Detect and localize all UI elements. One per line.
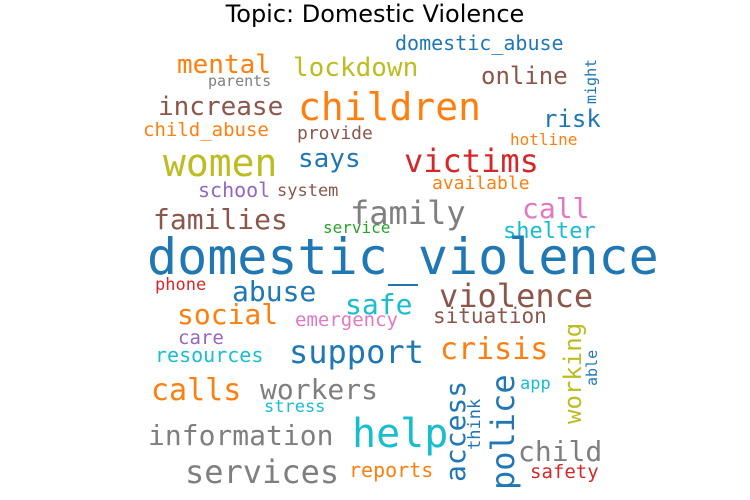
word-parents: parents (208, 72, 272, 90)
word-domestic-violence: domestic_violence (147, 228, 659, 286)
word-child: child (518, 435, 603, 468)
word-phone: phone (155, 275, 207, 295)
word-family: family (350, 194, 466, 232)
word-might: might (582, 58, 600, 104)
word-reports: reports (349, 458, 434, 482)
word-school: school (198, 178, 271, 202)
word-victims: victims (404, 142, 539, 180)
word-police: police (484, 374, 522, 490)
word-hotline: hotline (510, 130, 578, 149)
word-crisis: crisis (440, 332, 549, 367)
word-families: families (153, 203, 288, 236)
word-abuse: abuse (232, 275, 317, 308)
word-resources: resources (155, 343, 264, 367)
word-care: care (178, 327, 224, 349)
word-app: app (520, 374, 551, 394)
word-shelter: shelter (503, 219, 596, 244)
word-safe: safe (345, 288, 413, 321)
word-online: online (481, 62, 568, 90)
word-system: system (277, 181, 339, 201)
word-emergency: emergency (295, 309, 398, 331)
word-safety: safety (530, 461, 599, 483)
word-increase: increase (158, 92, 284, 122)
word-mental: mental (177, 50, 271, 80)
word-services: services (185, 453, 340, 491)
word-social: social (177, 298, 279, 331)
word-think: think (465, 398, 485, 450)
word-violence: violence (439, 277, 594, 315)
word-able: able (583, 349, 601, 386)
word-lockdown: lockdown (293, 53, 419, 83)
word-stress: stress (264, 397, 326, 417)
word-risk: risk (543, 105, 601, 133)
word-service: service (323, 218, 391, 237)
word-working: working (559, 322, 587, 424)
word-provide: provide (297, 123, 373, 144)
word-calls: calls (151, 373, 242, 408)
word-available: available (432, 173, 530, 194)
word-children: children (298, 85, 482, 129)
word-domestic-abuse: domestic_abuse (395, 31, 564, 55)
word-support: support (289, 333, 424, 371)
word-women: women (163, 141, 278, 185)
chart-title: Topic: Domestic Violence (225, 0, 525, 28)
word-child-abuse: child_abuse (143, 119, 269, 141)
word-says: says (298, 144, 361, 174)
word-help: help (352, 411, 449, 457)
word-situation: situation (433, 304, 547, 328)
word-workers: workers (260, 373, 379, 406)
word-information: information (148, 419, 334, 452)
word-call: call (522, 192, 590, 225)
